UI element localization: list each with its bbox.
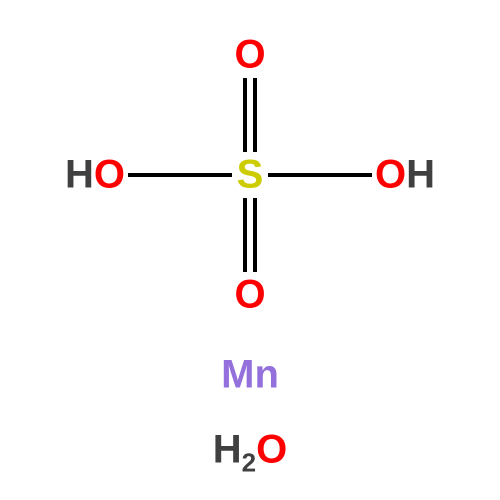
bond-s-oh-right — [268, 173, 372, 177]
atom-hydroxyl-right: OH — [375, 153, 435, 198]
h2o-o: O — [256, 428, 287, 472]
atom-oxygen-bottom: O — [234, 273, 265, 318]
h2o-h: H — [213, 428, 242, 472]
bond-s-o-top-left — [243, 78, 247, 152]
bond-ho-s-left — [128, 173, 232, 177]
atom-oxygen-top: O — [234, 33, 265, 78]
bond-s-o-top-right — [253, 78, 257, 152]
atom-manganese: Mn — [221, 353, 279, 398]
ho-left-h: H — [65, 153, 94, 197]
ho-left-o: O — [94, 153, 125, 197]
molecule-water: H2O — [213, 428, 287, 473]
oh-right-o: O — [375, 153, 406, 197]
bond-s-o-bottom-right — [253, 198, 257, 272]
atom-hydroxyl-left: HO — [65, 153, 125, 198]
oh-right-h: H — [406, 153, 435, 197]
bond-s-o-bottom-left — [243, 198, 247, 272]
atom-sulfur: S — [237, 153, 264, 198]
h2o-sub2: 2 — [242, 448, 256, 478]
